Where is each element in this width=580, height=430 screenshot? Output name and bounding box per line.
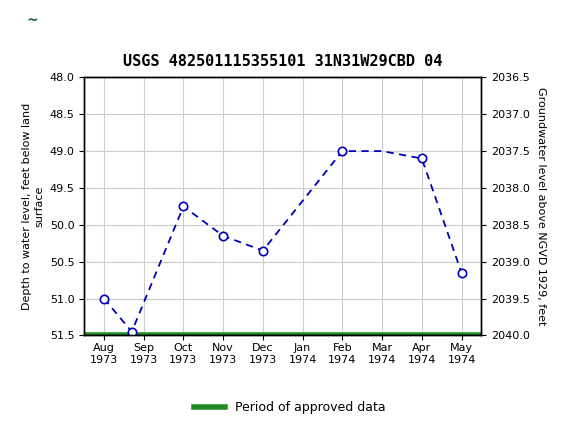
Y-axis label: Depth to water level, feet below land
surface: Depth to water level, feet below land su…: [23, 103, 44, 310]
Legend: Period of approved data: Period of approved data: [189, 396, 391, 419]
Title: USGS 482501115355101 31N31W29CBD 04: USGS 482501115355101 31N31W29CBD 04: [123, 54, 443, 69]
Text: ~: ~: [26, 13, 38, 28]
Text: USGS: USGS: [75, 12, 130, 29]
Y-axis label: Groundwater level above NGVD 1929, feet: Groundwater level above NGVD 1929, feet: [535, 87, 546, 326]
FancyBboxPatch shape: [6, 4, 58, 37]
